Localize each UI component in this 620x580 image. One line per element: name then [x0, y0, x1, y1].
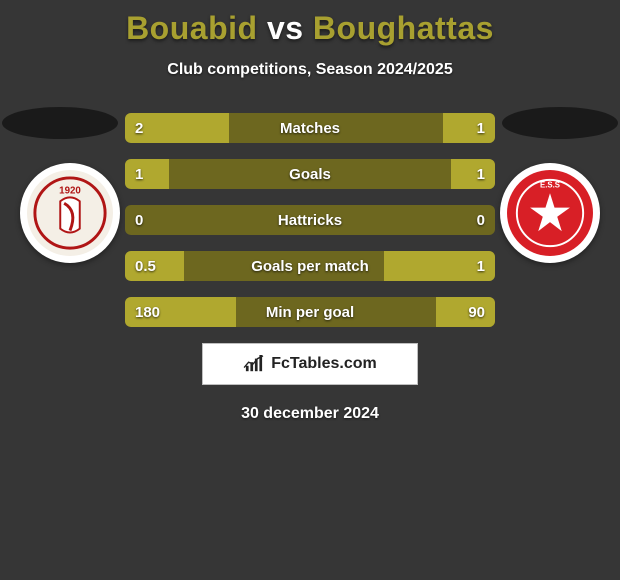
stat-row: 00Hattricks [125, 205, 495, 235]
stat-row: 21Matches [125, 113, 495, 143]
left-oval [2, 107, 118, 139]
right-badge-inner: E.S.S [507, 170, 593, 256]
content: 1920 E.S.S 21Matches 11Goals 00Hattricks 0.… [0, 113, 620, 423]
left-badge-inner: 1920 [27, 170, 113, 256]
date: 30 december 2024 [0, 405, 620, 423]
stat-label: Min per goal [125, 297, 495, 327]
stat-row: 11Goals [125, 159, 495, 189]
brand-text: FcTables.com [271, 355, 377, 373]
stat-label: Goals per match [125, 251, 495, 281]
left-badge-text: 1920 [59, 186, 81, 197]
title-vs: vs [267, 10, 304, 46]
right-badge-svg: E.S.S [511, 173, 589, 253]
title-left: Bouabid [126, 10, 257, 46]
subtitle: Club competitions, Season 2024/2025 [0, 61, 620, 79]
stat-row: 18090Min per goal [125, 297, 495, 327]
stat-label: Goals [125, 159, 495, 189]
right-oval [502, 107, 618, 139]
title-right: Boughattas [313, 10, 494, 46]
brand-box[interactable]: FcTables.com [202, 343, 418, 385]
stat-row: 0.51Goals per match [125, 251, 495, 281]
stat-rows: 21Matches 11Goals 00Hattricks 0.51Goals per… [125, 113, 495, 327]
right-club-badge: E.S.S [500, 163, 600, 263]
left-badge-svg: 1920 [31, 173, 109, 253]
chart-icon [243, 355, 265, 373]
stat-label: Matches [125, 113, 495, 143]
page-title: Bouabid vs Boughattas [0, 0, 620, 47]
right-badge-text: E.S.S [540, 181, 560, 190]
stat-label: Hattricks [125, 205, 495, 235]
left-club-badge: 1920 [20, 163, 120, 263]
comparison-card: Bouabid vs Boughattas Club competitions,… [0, 0, 620, 580]
